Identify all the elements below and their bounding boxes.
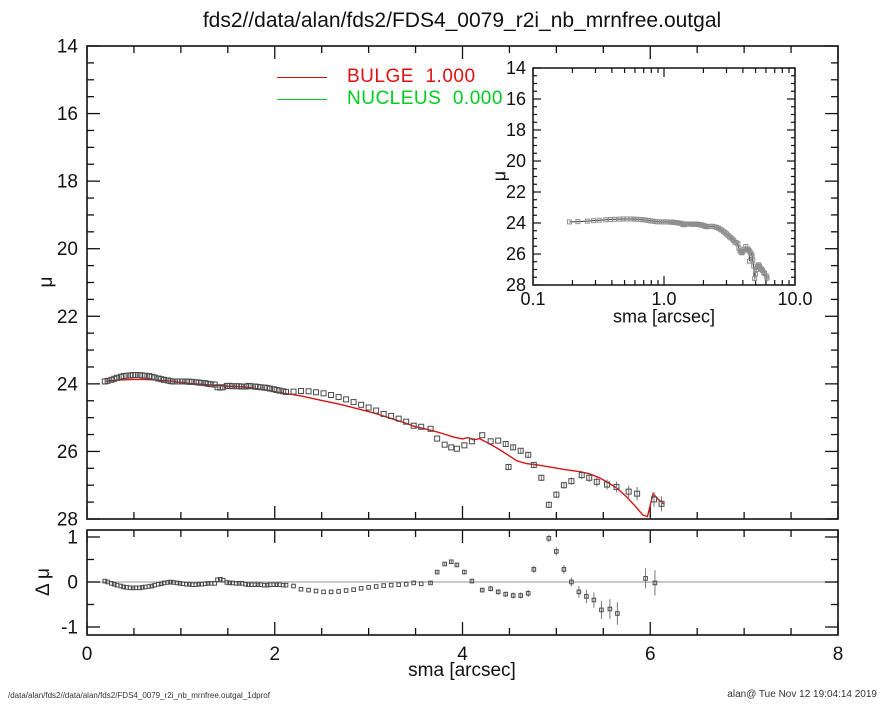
legend-item-nucleus: NUCLEUS 0.000 <box>277 88 503 110</box>
svg-text:14: 14 <box>506 58 526 78</box>
residual-panel: 10-10 2 4 6 8 <box>61 528 843 666</box>
svg-text:26: 26 <box>506 244 526 264</box>
svg-text:20: 20 <box>57 239 78 260</box>
svg-text:4: 4 <box>457 644 468 665</box>
bulge-line-swatch <box>277 76 327 78</box>
svg-text:24: 24 <box>57 374 79 395</box>
svg-text:20: 20 <box>506 151 526 171</box>
main-panel-axes: 14 16 18 20 22 24 26 28 <box>57 37 839 531</box>
page-title: fds2//data/alan/fds2/FDS4_0079_r2i_nb_mr… <box>202 9 722 32</box>
inset-y-axis-title: μ <box>489 170 510 182</box>
footer-user-timestamp: alan@ Tue Nov 12 19:04:14 2019 <box>727 689 877 700</box>
svg-text:28: 28 <box>57 510 78 531</box>
bulge-legend-label: BULGE 1.000 <box>347 66 476 87</box>
footer-file-path: /data/alan/fds2//data/alan/fds2/FDS4_007… <box>8 691 270 700</box>
legend-item-bulge: BULGE 1.000 <box>277 66 476 88</box>
inset-panel-axes: 14 16 18 20 22 24 26 280.1 1.0 10.0 <box>506 58 813 309</box>
svg-text:26: 26 <box>57 442 78 463</box>
svg-text:28: 28 <box>506 275 526 295</box>
nucleus-legend-label: NUCLEUS 0.000 <box>347 88 503 109</box>
svg-text:22: 22 <box>506 182 526 202</box>
main-y-axis-title: μ <box>36 276 57 288</box>
svg-text:0: 0 <box>67 573 78 594</box>
svg-text:14: 14 <box>57 37 79 58</box>
svg-text:2: 2 <box>269 644 280 665</box>
inset-x-axis-title: sma [arcsec] <box>612 306 716 327</box>
observed-data-points <box>101 372 665 512</box>
bulge-model-line <box>105 378 664 518</box>
x-axis-title: sma [arcsec] <box>408 660 516 681</box>
svg-text:8: 8 <box>833 644 844 665</box>
svg-text:0: 0 <box>82 644 93 665</box>
residual-data-points <box>102 534 658 625</box>
svg-text:6: 6 <box>645 644 656 665</box>
svg-text:1.0: 1.0 <box>651 289 676 309</box>
svg-text:22: 22 <box>57 307 78 328</box>
nucleus-line-swatch <box>277 98 327 100</box>
svg-text:-1: -1 <box>61 618 78 639</box>
svg-text:24: 24 <box>506 213 526 233</box>
svg-text:10.0: 10.0 <box>777 289 812 309</box>
inset-data <box>567 216 770 282</box>
svg-text:0.1: 0.1 <box>520 289 545 309</box>
svg-text:16: 16 <box>57 104 78 125</box>
svg-text:16: 16 <box>506 89 526 109</box>
svg-text:1: 1 <box>67 528 78 549</box>
svg-text:18: 18 <box>57 172 78 193</box>
svg-text:18: 18 <box>506 120 526 140</box>
residual-y-axis-title: Δ μ <box>33 568 54 596</box>
